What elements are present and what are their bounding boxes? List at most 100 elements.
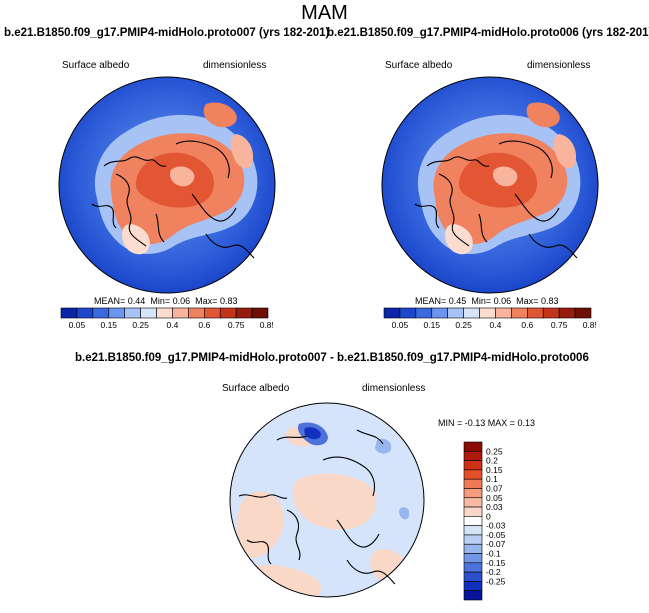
colorbar-tick-label: 0.4 bbox=[167, 320, 179, 330]
colorbar-swatch bbox=[527, 307, 544, 319]
colorbar-tick-label: 0.25 bbox=[455, 320, 472, 330]
colorbar-swatch bbox=[574, 307, 592, 319]
colorbar-swatch bbox=[463, 553, 483, 564]
panel2-max-label: Max= bbox=[516, 296, 539, 306]
colorbar-swatch bbox=[463, 525, 483, 536]
panel1-mean-value: 0.44 bbox=[127, 296, 146, 306]
panel2-units-label: dimensionless bbox=[527, 60, 591, 71]
colorbar-swatch bbox=[172, 307, 189, 319]
colorbar-swatch bbox=[92, 307, 110, 319]
colorbar-tick-label: 0.85 bbox=[583, 320, 596, 330]
colorbar-tick-label: -0.1 bbox=[486, 549, 501, 559]
colorbar-swatch bbox=[479, 307, 496, 319]
colorbar-swatch bbox=[204, 307, 221, 319]
colorbar-tick-label: 0.85 bbox=[260, 320, 273, 330]
diff-var-label: Surface albedo bbox=[222, 383, 290, 394]
colorbar-tick-label: 0.6 bbox=[198, 320, 210, 330]
colorbar-swatch bbox=[463, 469, 483, 480]
colorbar-swatch bbox=[76, 307, 94, 319]
colorbar-swatch bbox=[399, 307, 417, 319]
colorbar-swatch bbox=[463, 562, 483, 573]
panel1-stats: MEAN= 0.44 Min= 0.06 Max= 0.83 bbox=[94, 296, 237, 306]
panel1-units-label: dimensionless bbox=[203, 60, 267, 71]
colorbar-swatch bbox=[447, 307, 464, 319]
panel1-min-value: 0.06 bbox=[172, 296, 191, 306]
colorbar-tick-label: 0.1 bbox=[486, 474, 498, 484]
colorbar-tick-label: 0.05 bbox=[392, 320, 409, 330]
colorbar-swatch bbox=[188, 307, 205, 319]
colorbar-tick-label: 0.75 bbox=[228, 320, 245, 330]
colorbar-swatch bbox=[463, 460, 483, 471]
colorbar-tick-label: 0.6 bbox=[521, 320, 533, 330]
panel1-max-label: Max= bbox=[195, 296, 218, 306]
colorbar-tick-label: 0.07 bbox=[486, 483, 503, 493]
colorbar-tick-label: -0.03 bbox=[486, 521, 506, 531]
colorbar-swatch bbox=[124, 307, 141, 319]
colorbar-swatch bbox=[463, 497, 483, 508]
colorbar-swatch bbox=[140, 307, 157, 319]
panel1-mean-label: MEAN= bbox=[94, 296, 126, 306]
colorbar-tick-label: -0.07 bbox=[486, 539, 506, 549]
colorbar-swatch bbox=[463, 478, 483, 489]
colorbar-swatch bbox=[542, 307, 560, 319]
colorbar-tick-label: -0.15 bbox=[486, 558, 506, 568]
colorbar-tick-label: -0.25 bbox=[486, 576, 506, 586]
colorbar-tick-label: -0.2 bbox=[486, 567, 501, 577]
colorbar-swatch bbox=[463, 307, 480, 319]
panel2-map bbox=[381, 76, 599, 294]
panel2-mean-label: MEAN= bbox=[415, 296, 447, 306]
panel1-map bbox=[58, 76, 276, 294]
colorbar-swatch bbox=[251, 307, 269, 319]
colorbar-tick-label: 0.25 bbox=[132, 320, 149, 330]
colorbar-tick-label: -0.05 bbox=[486, 530, 506, 540]
colorbar-swatch bbox=[463, 516, 483, 526]
colorbar-tick-label: 0.03 bbox=[486, 502, 503, 512]
diff-units-label: dimensionless bbox=[362, 383, 426, 394]
panel1-colorbar: 0.050.150.250.40.60.750.850.95 bbox=[60, 307, 273, 330]
colorbar-swatch bbox=[431, 307, 448, 319]
colorbar-swatch bbox=[463, 581, 483, 592]
colorbar-swatch bbox=[463, 590, 483, 601]
colorbar-tick-label: 0.2 bbox=[486, 456, 498, 466]
colorbar-swatch bbox=[495, 307, 512, 319]
colorbar-swatch bbox=[415, 307, 433, 319]
colorbar-swatch bbox=[235, 307, 253, 319]
colorbar-tick-label: 0.05 bbox=[486, 493, 503, 503]
colorbar-swatch bbox=[463, 450, 483, 461]
diff-colorbar: 0.250.20.150.10.070.050.030-0.03-0.05-0.… bbox=[463, 441, 506, 601]
panel1-min-label: Min= bbox=[150, 296, 171, 306]
diff-map bbox=[229, 402, 425, 598]
colorbar-swatch bbox=[463, 534, 483, 545]
colorbar-swatch bbox=[108, 307, 125, 319]
colorbar-swatch bbox=[463, 571, 483, 582]
panel2-mean-value: 0.45 bbox=[448, 296, 467, 306]
colorbar-tick-label: 0.75 bbox=[551, 320, 568, 330]
colorbar-tick-label: 0.15 bbox=[100, 320, 117, 330]
colorbar-tick-label: 0.05 bbox=[69, 320, 86, 330]
diff-title: b.e21.B1850.f09_g17.PMIP4-midHolo.proto0… bbox=[75, 352, 589, 364]
panel2-max-value: 0.83 bbox=[540, 296, 559, 306]
colorbar-swatch bbox=[60, 307, 78, 319]
colorbar-swatch bbox=[463, 488, 483, 499]
colorbar-tick-label: 0.15 bbox=[423, 320, 440, 330]
panel2-var-label: Surface albedo bbox=[385, 60, 453, 71]
panel2-title: b.e21.B1850.f09_g17.PMIP4-midHolo.proto0… bbox=[327, 27, 649, 39]
panel1-var-label: Surface albedo bbox=[62, 60, 130, 71]
panel2-min-value: 0.06 bbox=[493, 296, 512, 306]
colorbar-swatch bbox=[463, 543, 483, 554]
colorbar-tick-label: 0.25 bbox=[486, 446, 503, 456]
diff-minmax: MIN = -0.13 MAX = 0.13 bbox=[438, 418, 536, 428]
panel1-title: b.e21.B1850.f09_g17.PMIP4-midHolo.proto0… bbox=[4, 27, 330, 39]
panel2-min-label: Min= bbox=[471, 296, 492, 306]
colorbar-swatch bbox=[558, 307, 576, 319]
colorbar-tick-label: 0.15 bbox=[486, 465, 503, 475]
colorbar-swatch bbox=[463, 506, 483, 517]
figure-title: MAM bbox=[301, 2, 348, 24]
panel2-stats: MEAN= 0.45 Min= 0.06 Max= 0.83 bbox=[415, 296, 558, 306]
colorbar-swatch bbox=[511, 307, 528, 319]
colorbar-swatch bbox=[219, 307, 237, 319]
colorbar-swatch bbox=[383, 307, 401, 319]
colorbar-swatch bbox=[463, 441, 483, 452]
colorbar-tick-label: 0.4 bbox=[490, 320, 502, 330]
colorbar-swatch bbox=[156, 307, 173, 319]
